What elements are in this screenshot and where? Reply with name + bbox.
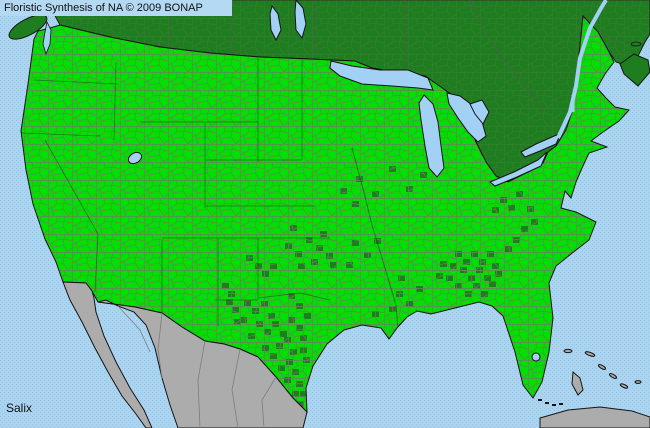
lake-winnipeg <box>294 0 307 40</box>
lake-erie <box>489 151 548 187</box>
nova-scotia <box>619 53 650 87</box>
lake-michigan <box>418 94 445 178</box>
usa-landmass <box>20 15 630 413</box>
lake-okeechobee <box>531 352 541 362</box>
georgian-bay <box>469 99 490 125</box>
cuba <box>539 406 650 428</box>
title-bar: Floristic Synthesis of NA © 2009 BONAP <box>0 0 232 16</box>
lake-manitoba <box>269 4 282 42</box>
taxon-label: Salix <box>6 401 33 415</box>
lake-ontario <box>520 132 562 158</box>
state-borders <box>21 58 399 331</box>
lake-huron <box>446 92 487 143</box>
puget-sound <box>42 20 52 56</box>
florida-keys <box>538 399 563 406</box>
lake-superior <box>329 60 434 91</box>
province-borders <box>169 0 619 113</box>
mexico-mainland <box>97 299 308 428</box>
bahamas-island <box>634 380 642 384</box>
outside-area-landmass <box>62 281 650 428</box>
inland-waters <box>42 0 562 362</box>
canada-landmass <box>53 0 650 183</box>
st-lawrence-river <box>556 0 608 139</box>
prince-edward-island <box>630 41 642 47</box>
bahamas-island <box>597 364 607 370</box>
bahamas-island <box>619 383 629 389</box>
bahamas-island <box>584 351 596 357</box>
bahamas-island <box>571 370 584 396</box>
baja-california <box>62 281 153 428</box>
bahamas-island <box>563 348 573 354</box>
map-title: Floristic Synthesis of NA © 2009 BONAP <box>4 2 203 14</box>
vancouver-island <box>8 14 48 40</box>
mexico-state-borders <box>117 305 277 428</box>
great-salt-lake <box>127 151 143 165</box>
bahamas-island <box>608 373 618 379</box>
